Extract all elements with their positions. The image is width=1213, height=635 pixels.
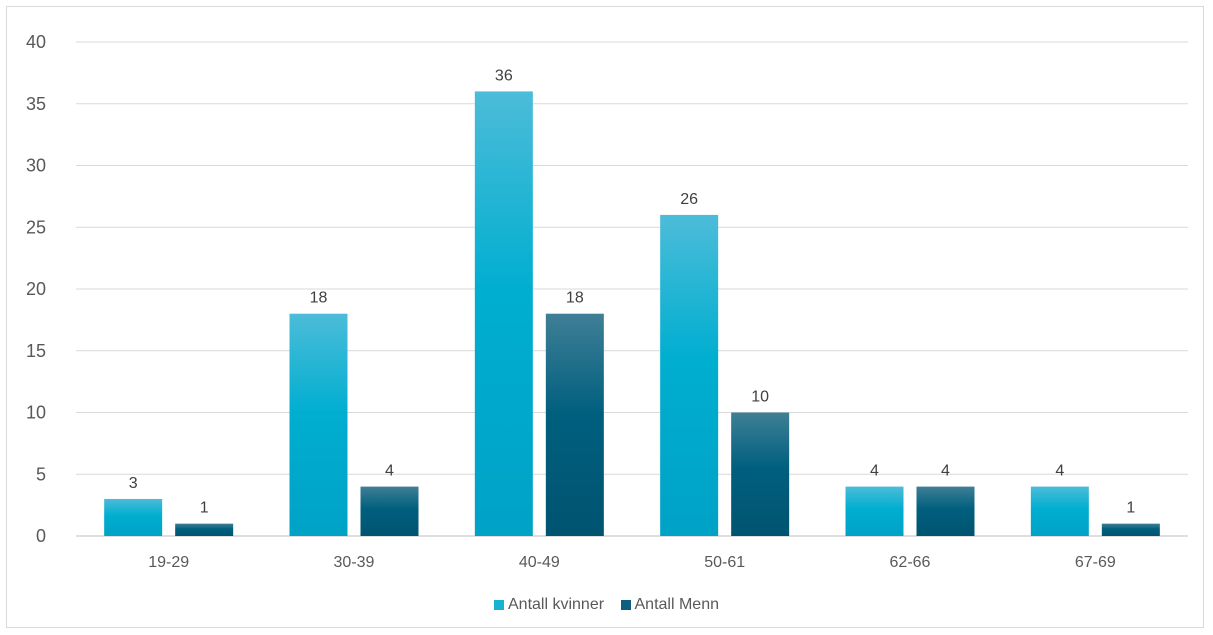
legend-label-kvinner: Antall kvinner — [508, 596, 605, 613]
bar-menn-62-66 — [916, 486, 975, 536]
data-label-kvinner-62-66: 4 — [870, 463, 879, 480]
y-tick-label: 5 — [36, 464, 46, 484]
bar-kvinner-67-69 — [1030, 486, 1089, 536]
data-label-menn-40-49: 18 — [566, 290, 584, 307]
y-tick-label: 40 — [26, 32, 46, 52]
data-label-kvinner-30-39: 18 — [310, 290, 328, 307]
bar-menn-19-29 — [175, 523, 234, 536]
x-tick-label: 62-66 — [890, 554, 931, 571]
legend-swatch-menn — [620, 600, 631, 610]
legend-label-menn: Antall Menn — [634, 596, 720, 613]
y-tick-label: 20 — [26, 279, 46, 299]
legend-item-menn: Antall Menn — [620, 596, 720, 614]
y-tick-label: 35 — [26, 94, 46, 114]
bar-kvinner-50-61 — [660, 214, 719, 536]
data-label-kvinner-40-49: 36 — [495, 67, 513, 84]
data-label-menn-30-39: 4 — [385, 463, 394, 480]
y-tick-label: 0 — [36, 526, 46, 546]
y-tick-label: 30 — [26, 156, 46, 176]
x-tick-label: 67-69 — [1075, 554, 1116, 571]
bar-kvinner-19-29 — [104, 498, 163, 536]
data-label-kvinner-67-69: 4 — [1055, 463, 1064, 480]
data-label-menn-67-69: 1 — [1126, 500, 1135, 517]
legend-item-kvinner: Antall kvinner — [494, 596, 604, 614]
x-tick-label: 40-49 — [519, 554, 560, 571]
bars — [104, 91, 1160, 537]
bar-menn-40-49 — [545, 313, 604, 536]
y-tick-label: 10 — [26, 403, 46, 423]
data-label-kvinner-50-61: 26 — [680, 191, 698, 208]
bar-kvinner-62-66 — [845, 486, 904, 536]
x-tick-label: 30-39 — [334, 554, 375, 571]
bar-menn-30-39 — [360, 486, 419, 536]
bar-menn-50-61 — [731, 412, 790, 536]
bar-kvinner-40-49 — [474, 91, 533, 537]
y-tick-label: 15 — [26, 341, 46, 361]
x-axis-ticks: 19-29 30-39 40-49 50-61 62-66 67-69 — [148, 554, 1116, 571]
data-label-menn-50-61: 10 — [751, 389, 769, 406]
x-tick-label: 19-29 — [148, 554, 189, 571]
legend-swatch-kvinner — [494, 600, 504, 610]
legend: Antall kvinner Antall Menn — [0, 596, 1213, 615]
data-label-menn-19-29: 1 — [200, 500, 209, 517]
y-tick-label: 25 — [26, 217, 46, 237]
bar-kvinner-30-39 — [289, 313, 348, 536]
data-label-menn-62-66: 4 — [941, 463, 950, 480]
bar-menn-67-69 — [1101, 523, 1160, 536]
data-label-kvinner-19-29: 3 — [129, 475, 138, 492]
data-labels: 3 1 18 4 36 18 26 10 4 4 4 1 — [129, 67, 1136, 516]
y-axis-ticks: 0 5 10 15 20 25 30 35 40 — [26, 32, 46, 546]
x-tick-label: 50-61 — [704, 554, 745, 571]
gridlines — [76, 41, 1188, 537]
